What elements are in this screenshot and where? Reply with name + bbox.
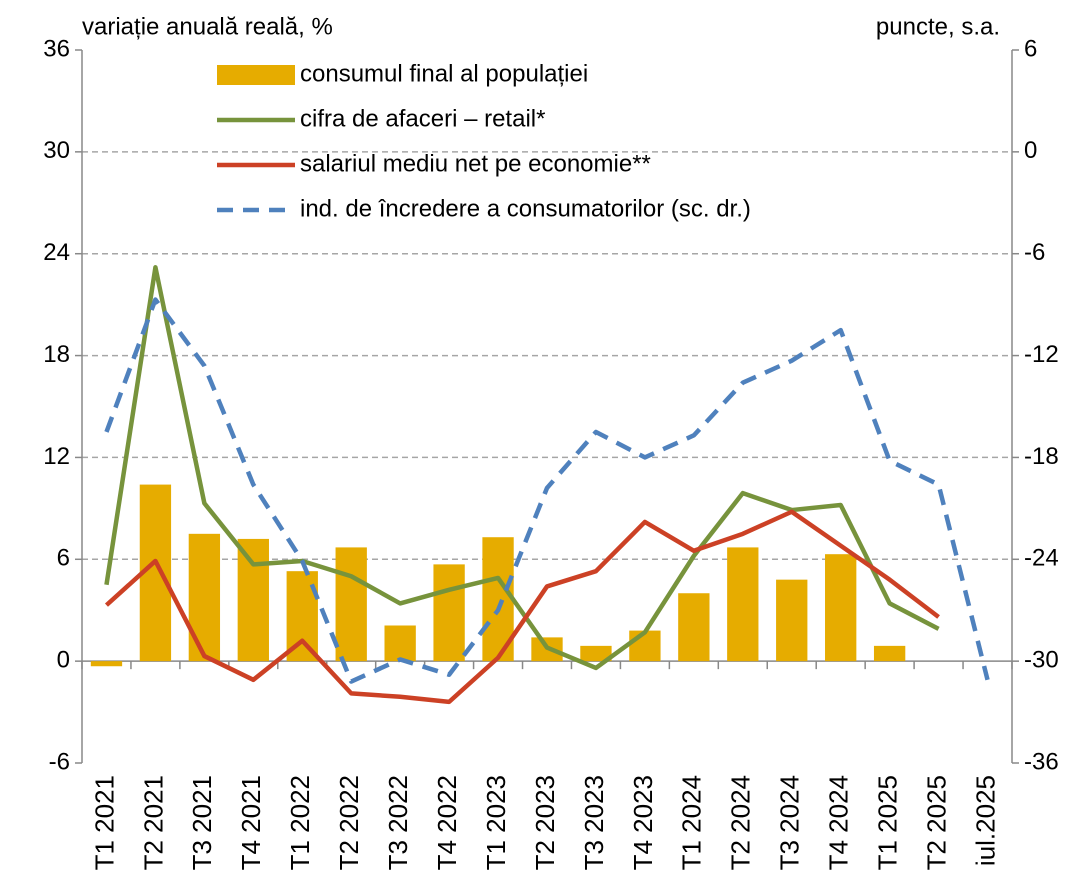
y2-tick-label: -24 — [1024, 545, 1059, 572]
x-tick-label: T3 2021 — [187, 775, 217, 870]
y2-tick-label: -18 — [1024, 443, 1059, 470]
y-tick-label: 30 — [43, 137, 70, 164]
x-tick-label: T4 2024 — [824, 775, 854, 870]
y2-tick-label: -12 — [1024, 341, 1059, 368]
y-axis-label: variație anuală reală, % — [82, 13, 333, 40]
y-tick-label: 36 — [43, 35, 70, 62]
x-tick-label: T2 2025 — [921, 775, 951, 870]
legend-label: salariul mediu net pe economie** — [300, 150, 651, 177]
x-tick-label: T3 2023 — [579, 775, 609, 870]
y2-tick-label: 6 — [1024, 35, 1037, 62]
y2-tick-label: 0 — [1024, 137, 1037, 164]
bar — [90, 661, 123, 667]
bar — [629, 630, 661, 662]
line-series — [104, 265, 940, 671]
x-tick-label: T4 2023 — [628, 775, 658, 870]
bar — [237, 538, 269, 662]
x-tick-label: T1 2021 — [89, 775, 119, 870]
x-tick-label: T4 2022 — [432, 775, 462, 870]
bar — [873, 645, 906, 662]
legend-label: ind. de încredere a consumatorilor (sc. … — [300, 195, 751, 222]
y-tick-label: 12 — [43, 443, 70, 470]
bar — [678, 593, 710, 662]
x-tick-label: T1 2025 — [873, 775, 903, 870]
y-tick-label: 24 — [43, 239, 70, 266]
bar — [727, 547, 759, 662]
legend-swatch — [217, 65, 295, 85]
legend-label: consumul final al populației — [300, 60, 588, 87]
y2-axis-label: puncte, s.a. — [876, 13, 1000, 40]
y-tick-label: 0 — [57, 646, 70, 673]
bar — [776, 579, 808, 662]
x-tick-label: T1 2024 — [677, 775, 707, 870]
y-tick-label: 6 — [57, 545, 70, 572]
line-series — [104, 297, 990, 684]
x-tick-label: T3 2024 — [775, 775, 805, 870]
x-tick-label: iul.2025 — [970, 775, 1000, 866]
bar — [825, 554, 857, 662]
x-tick-label: T2 2024 — [726, 775, 756, 870]
y2-tick-label: -36 — [1024, 748, 1059, 775]
x-tick-label: T2 2022 — [334, 775, 364, 870]
bar — [335, 547, 367, 662]
x-tick-label: T3 2022 — [383, 775, 413, 870]
line-series — [104, 509, 940, 705]
x-tick-label: T2 2023 — [530, 775, 560, 870]
y-tick-label: -6 — [49, 748, 70, 775]
y-tick-label: 18 — [43, 341, 70, 368]
bar — [433, 564, 465, 662]
x-tick-label: T1 2022 — [285, 775, 315, 870]
y2-tick-label: -6 — [1024, 239, 1045, 266]
bar — [384, 625, 416, 662]
bar — [188, 533, 221, 662]
bar — [580, 645, 612, 662]
y2-tick-label: -30 — [1024, 646, 1059, 673]
legend-label: cifra de afaceri – retail* — [300, 105, 545, 132]
x-tick-label: T1 2023 — [481, 775, 511, 870]
x-tick-label: T2 2021 — [138, 775, 168, 870]
x-tick-label: T4 2021 — [236, 775, 266, 870]
